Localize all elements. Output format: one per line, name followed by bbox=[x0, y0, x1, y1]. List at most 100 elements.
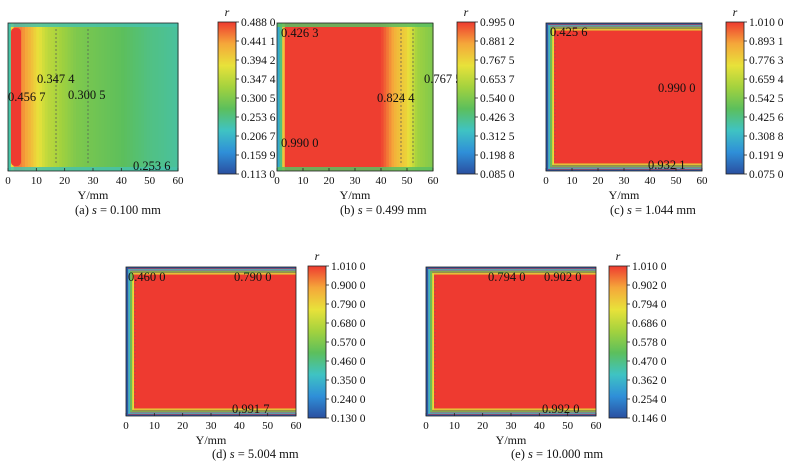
field-strip bbox=[67, 23, 71, 171]
field-hot-strip bbox=[11, 28, 21, 166]
field-strip bbox=[386, 23, 390, 171]
x-tick-label: 50 bbox=[562, 420, 574, 432]
colorbar-label: r bbox=[464, 5, 469, 19]
rim-top bbox=[130, 271, 296, 273]
x-tick-label: 0 bbox=[423, 420, 429, 432]
rim-bottom bbox=[130, 410, 296, 412]
colorbar-tick-label: 0.794 0 bbox=[632, 299, 667, 311]
panel-a: 0 10 20 30 40 50 60 Y/mm 0.347 4 0.456 7 0.300 5 0.… bbox=[5, 5, 276, 217]
field-strip bbox=[64, 23, 69, 171]
x-tick-label: 60 bbox=[591, 420, 603, 432]
panel-b: 0 10 20 30 40 50 60 Y/mm 0.426 3 0.767 5 0.824 4 0.… bbox=[274, 5, 515, 217]
x-axis-label: Y/mm bbox=[78, 188, 109, 202]
field-strip bbox=[308, 23, 312, 171]
colorbar-tick-label: 0.347 4 bbox=[241, 74, 276, 86]
colorbar bbox=[456, 21, 476, 175]
caption-prefix: (c) bbox=[610, 203, 627, 217]
colorbar-tick-label: 0.570 0 bbox=[331, 337, 366, 349]
contour-annotation: 0.992 0 bbox=[542, 402, 580, 416]
field-strip bbox=[277, 23, 281, 171]
field-strip bbox=[50, 23, 54, 171]
colorbar-tick-label: 0.198 8 bbox=[480, 150, 515, 162]
field-strip bbox=[297, 23, 301, 171]
rim-left bbox=[428, 269, 431, 414]
rim-top bbox=[550, 27, 702, 29]
contour-annotation: 0.824 4 bbox=[377, 91, 415, 105]
colorbar bbox=[307, 265, 327, 419]
field-strip bbox=[401, 23, 405, 171]
colorbar-tick-label: 0.790 0 bbox=[331, 299, 366, 311]
field-strip bbox=[144, 23, 148, 171]
field-strip bbox=[300, 23, 304, 171]
caption-prefix: (e) bbox=[511, 447, 528, 461]
field-strip bbox=[342, 23, 346, 171]
colorbar-tick-label: 0.159 9 bbox=[241, 150, 276, 162]
x-tick-label: 0 bbox=[5, 175, 11, 187]
caption-value: = 0.499 mm bbox=[363, 203, 427, 217]
field-strip bbox=[375, 23, 379, 171]
field-strip bbox=[430, 23, 434, 171]
colorbar-tick-label: 0.653 7 bbox=[480, 74, 515, 86]
field-strip bbox=[161, 23, 165, 171]
x-tick-label: 20 bbox=[324, 175, 336, 187]
field-strip bbox=[368, 23, 372, 171]
panel-caption: (e) s = 10.000 mm bbox=[511, 447, 603, 461]
x-tick-label: 30 bbox=[206, 420, 218, 432]
colorbar bbox=[725, 21, 745, 175]
caption-variable: s bbox=[528, 447, 533, 461]
field-strip bbox=[420, 23, 424, 171]
x-tick-label: 10 bbox=[31, 175, 43, 187]
contour-annotation: 0.902 0 bbox=[544, 270, 582, 284]
field-strip bbox=[61, 23, 66, 171]
rim-top bbox=[126, 267, 296, 269]
rim-bottom bbox=[432, 408, 596, 410]
field-strip bbox=[370, 23, 374, 171]
field-strip bbox=[81, 23, 86, 171]
field-strip bbox=[169, 23, 173, 171]
field-strip bbox=[56, 23, 60, 171]
rim-top bbox=[128, 269, 296, 271]
caption-variable: s bbox=[358, 203, 363, 217]
field-strip bbox=[365, 23, 369, 171]
field-strip bbox=[118, 23, 122, 171]
caption-variable: s bbox=[627, 203, 632, 217]
rim-top bbox=[552, 29, 702, 31]
field-strip bbox=[290, 23, 294, 171]
contour-annotation: 0.790 0 bbox=[234, 270, 272, 284]
field-strip bbox=[313, 23, 317, 171]
field-strip bbox=[409, 23, 413, 171]
field-strip bbox=[73, 23, 77, 171]
field-strip bbox=[19, 23, 23, 171]
caption-value: = 0.100 mm bbox=[97, 203, 161, 217]
field-strip bbox=[391, 23, 395, 171]
field-strip bbox=[355, 23, 359, 171]
field-strip bbox=[373, 23, 377, 171]
colorbar-tick-label: 0.540 0 bbox=[480, 93, 515, 105]
colorbar-tick-label: 1.010 0 bbox=[331, 261, 366, 273]
colorbar-tick-label: 0.240 0 bbox=[331, 394, 366, 406]
field-strip bbox=[53, 23, 57, 171]
field-strip bbox=[101, 23, 105, 171]
rim-bottom bbox=[128, 412, 296, 414]
x-tick-label: 30 bbox=[350, 175, 362, 187]
field-strip bbox=[76, 23, 80, 171]
rim-left bbox=[426, 267, 429, 416]
contour-annotation: 0.767 5 bbox=[424, 72, 462, 86]
field-strip bbox=[425, 23, 429, 171]
field-strip bbox=[394, 23, 398, 171]
field-strip bbox=[155, 23, 159, 171]
field-strip bbox=[44, 23, 49, 171]
colorbar-tick-label: 0.776 3 bbox=[749, 55, 784, 67]
colorbar-tick-label: 0.460 0 bbox=[331, 356, 366, 368]
field-strip bbox=[90, 23, 94, 171]
field-strip bbox=[383, 23, 387, 171]
colorbar-label: r bbox=[225, 5, 230, 19]
field-fill bbox=[126, 267, 296, 416]
colorbar-tick-label: 0.085 0 bbox=[480, 169, 515, 181]
x-tick-label: 60 bbox=[291, 420, 303, 432]
colorbar-tick-label: 0.206 7 bbox=[241, 131, 276, 143]
field-fill bbox=[426, 267, 596, 416]
caption-prefix: (d) bbox=[212, 447, 230, 461]
colorbar-label: r bbox=[315, 249, 320, 263]
field-strip bbox=[110, 23, 114, 171]
